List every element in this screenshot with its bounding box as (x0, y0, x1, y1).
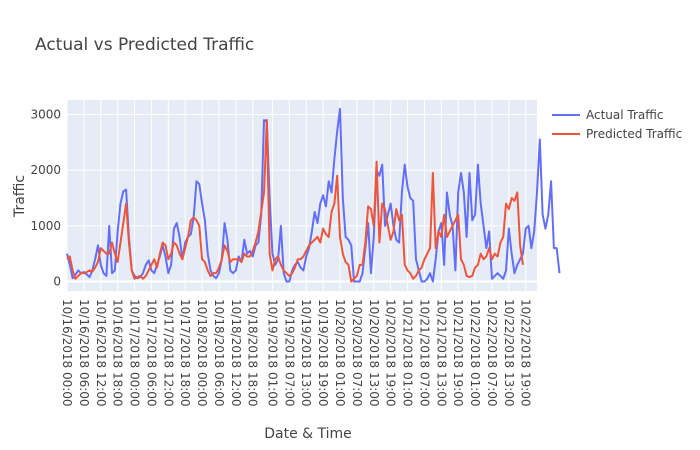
series-layer (66, 107, 561, 283)
y-tick-label: 2000 (30, 163, 61, 177)
x-tick-label: 10/16/2018 06:00 (77, 299, 91, 407)
x-tick-label: 10/20/2018 13:00 (367, 299, 381, 407)
y-axis-title: Traffic (12, 175, 28, 218)
legend-item-predicted[interactable]: Predicted Traffic (552, 127, 682, 141)
x-tick-label: 10/19/2018 19:00 (316, 299, 330, 407)
x-tick-label: 10/18/2018 00:00 (195, 299, 209, 407)
x-tick-label: 10/19/2018 07:00 (282, 299, 296, 407)
y-tick-label: 1000 (30, 219, 61, 233)
x-tick-label: 10/22/2018 07:00 (485, 299, 499, 407)
legend-item-actual[interactable]: Actual Traffic (552, 108, 663, 122)
x-tick-label: 10/21/2018 19:00 (451, 299, 465, 407)
x-tick-label: 10/20/2018 07:00 (350, 299, 364, 407)
x-tick-label: 10/18/2018 12:00 (229, 299, 243, 407)
y-tick-labels: 0 1000 2000 3000 (30, 107, 61, 288)
x-axis-title: Date & Time (264, 426, 352, 442)
x-tick-label: 10/21/2018 13:00 (434, 299, 448, 407)
x-tick-label: 10/18/2018 06:00 (212, 299, 226, 407)
x-tick-label: 10/16/2018 00:00 (60, 299, 74, 407)
series-line-actual[interactable] (66, 107, 561, 283)
chart-title: Actual vs Predicted Traffic (35, 35, 254, 55)
x-tick-label: 10/16/2018 12:00 (94, 299, 108, 407)
y-tick-label: 0 (53, 275, 61, 289)
x-tick-label: 10/16/2018 18:00 (111, 299, 125, 407)
legend-label: Predicted Traffic (586, 127, 682, 141)
x-tick-label: 10/22/2018 13:00 (502, 299, 516, 407)
legend-label: Actual Traffic (586, 108, 663, 122)
x-tick-label: 10/20/2018 01:00 (333, 299, 347, 407)
x-tick-label: 10/22/2018 01:00 (468, 299, 482, 407)
x-tick-label: 10/17/2018 00:00 (128, 299, 142, 407)
x-tick-label: 10/17/2018 18:00 (178, 299, 192, 407)
y-tick-label: 3000 (30, 107, 61, 121)
x-tick-label: 10/22/2018 19:00 (519, 299, 533, 407)
legend[interactable]: Actual Traffic Predicted Traffic (552, 108, 682, 141)
x-tick-label: 10/20/2018 19:00 (384, 299, 398, 407)
x-tick-label: 10/19/2018 13:00 (299, 299, 313, 407)
plot-area (67, 100, 537, 291)
x-tick-label: 10/21/2018 07:00 (417, 299, 431, 407)
x-tick-label: 10/17/2018 12:00 (161, 299, 175, 407)
x-tick-label: 10/18/2018 18:00 (246, 299, 260, 407)
y-gridlines (67, 113, 537, 283)
x-tick-label: 10/19/2018 01:00 (265, 299, 279, 407)
series-line-predicted[interactable] (66, 119, 524, 283)
x-tick-label: 10/21/2018 01:00 (401, 299, 415, 407)
x-tick-labels: 10/16/2018 00:00 10/16/2018 06:00 10/16/20… (60, 299, 533, 407)
x-tick-label: 10/17/2018 06:00 (144, 299, 158, 407)
